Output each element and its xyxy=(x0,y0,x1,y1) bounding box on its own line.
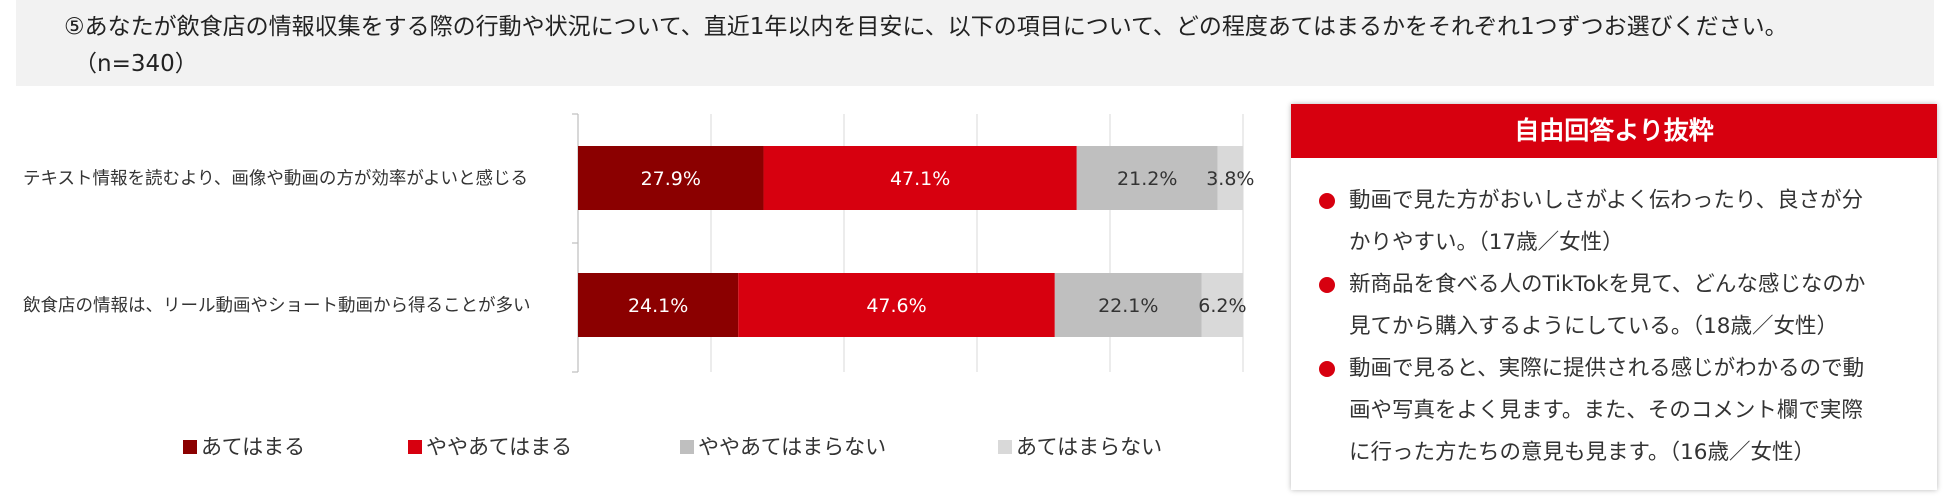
data-label: 3.8% xyxy=(1206,168,1254,190)
free-answer-line: かりやすい。（17歳／女性） xyxy=(1349,230,1624,255)
category-label: テキスト情報を読むより、画像や動画の方が効率がよいと感じる xyxy=(23,169,528,189)
free-answer-line: 見てから購入するようにしている。（18歳／女性） xyxy=(1349,314,1838,339)
free-answer-line: 動画で見ると、実際に提供される感じがわかるので動 xyxy=(1349,356,1865,381)
data-label: 24.1% xyxy=(628,295,688,317)
category-label: 飲食店の情報は、リール動画やショート動画から得ることが多い xyxy=(23,296,531,316)
bar-segment xyxy=(1054,273,1202,337)
question-header: ⑤あなたが飲食店の情報収集をする際の行動や状況について、直近1年以内を目安に、以… xyxy=(16,0,1934,86)
free-answer-line: 画や写真をよく見ます。また、そのコメント欄で実際 xyxy=(1349,398,1863,423)
free-answer-item: 新商品を食べる人のTikTokを見て、どんな感じなのか 見てから購入するようにして… xyxy=(1319,264,1923,348)
legend-label: あてはまらない xyxy=(1016,435,1162,459)
data-label: 6.2% xyxy=(1198,295,1246,317)
data-label: 47.1% xyxy=(890,168,950,190)
legend-label: あてはまる xyxy=(201,435,305,459)
legend-swatch xyxy=(998,440,1012,454)
free-answer-line: 新商品を食べる人のTikTokを見て、どんな感じなのか xyxy=(1349,272,1866,297)
bar-segment xyxy=(1201,273,1243,337)
data-label: 27.9% xyxy=(641,168,701,190)
bar-segment xyxy=(1076,146,1218,210)
free-answer-item: 動画で見た方がおいしさがよく伝わったり、良さが分 かりやすい。（17歳／女性） xyxy=(1319,180,1923,264)
legend-swatch xyxy=(680,440,694,454)
free-answer-panel: 自由回答より抜粋 動画で見た方がおいしさがよく伝わったり、良さが分 かりやすい。（… xyxy=(1291,104,1937,490)
bullet-icon xyxy=(1319,361,1335,377)
question-text: ⑤あなたが飲食店の情報収集をする際の行動や状況について、直近1年以内を目安に、以… xyxy=(64,14,1788,40)
bar-segment xyxy=(1217,146,1243,210)
sample-size: （n=340） xyxy=(74,51,198,77)
bar-segment xyxy=(578,146,764,210)
data-label: 21.2% xyxy=(1117,168,1177,190)
bar-segment xyxy=(578,273,739,337)
bullet-icon xyxy=(1319,193,1335,209)
data-label: 47.6% xyxy=(866,295,926,317)
free-answer-list: 動画で見た方がおいしさがよく伝わったり、良さが分 かりやすい。（17歳／女性） 新商… xyxy=(1291,158,1937,474)
legend-swatch xyxy=(183,440,197,454)
free-answer-item: 動画で見ると、実際に提供される感じがわかるので動 画や写真をよく見ます。また、その… xyxy=(1319,348,1923,474)
bullet-icon xyxy=(1319,277,1335,293)
bar-segment xyxy=(738,273,1055,337)
free-answer-line: 動画で見た方がおいしさがよく伝わったり、良さが分 xyxy=(1349,188,1864,213)
bar-segment xyxy=(763,146,1077,210)
free-answer-title: 自由回答より抜粋 xyxy=(1291,104,1937,158)
legend-label: ややあてはまる xyxy=(426,435,572,459)
stacked-bar-chart: 27.9% 47.1% 21.2% 3.8% 24.1% 47.6% 22.1% 6.2% テ… xyxy=(23,113,1255,459)
legend-swatch xyxy=(408,440,422,454)
legend-label: ややあてはまらない xyxy=(698,435,886,459)
free-answer-line: に行った方たちの意見も見ます。（16歳／女性） xyxy=(1349,440,1815,465)
data-label: 22.1% xyxy=(1098,295,1158,317)
